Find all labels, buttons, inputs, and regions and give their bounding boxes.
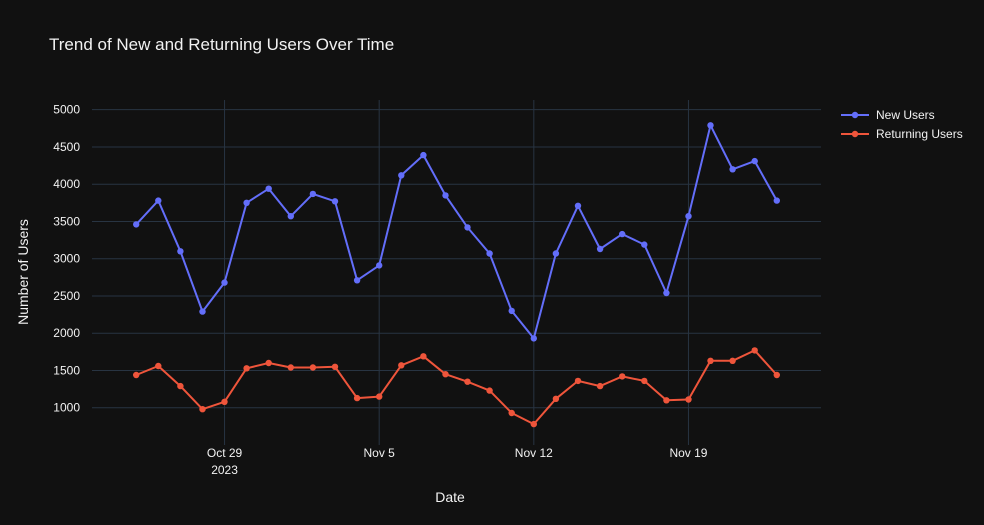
legend-item[interactable]: New Users: [841, 108, 935, 122]
series-layer: [133, 122, 780, 428]
legend-marker: [851, 130, 859, 138]
data-point: [177, 382, 184, 390]
data-point: [331, 198, 339, 205]
y-tick-label: 3500: [53, 214, 80, 228]
data-point: [243, 199, 250, 206]
data-point: [707, 122, 714, 129]
data-point: [596, 245, 604, 253]
data-point: [243, 365, 250, 372]
legend-label: New Users: [876, 108, 935, 122]
series-returning-users: [133, 347, 780, 428]
data-point: [309, 364, 317, 371]
data-point: [331, 363, 339, 370]
data-point: [221, 398, 228, 405]
data-point: [729, 166, 736, 173]
y-tick-label: 4500: [53, 140, 80, 154]
data-point: [376, 262, 383, 269]
y-tick-label: 1500: [53, 363, 80, 377]
data-point: [619, 230, 626, 238]
x-tick-label: Oct 29: [207, 446, 243, 460]
data-point: [376, 393, 383, 400]
data-point: [133, 221, 140, 228]
data-point: [420, 151, 427, 159]
data-point: [133, 371, 140, 379]
data-point: [265, 185, 272, 192]
data-point: [287, 213, 294, 220]
data-point: [486, 387, 493, 394]
series-new-users: [133, 122, 780, 342]
data-point: [663, 397, 670, 404]
data-point: [464, 378, 471, 385]
y-tick-label: 2500: [53, 289, 80, 303]
data-point: [177, 248, 184, 255]
y-tick-label: 5000: [53, 103, 80, 117]
data-point: [574, 377, 582, 385]
data-point: [398, 362, 405, 369]
grid: [92, 100, 821, 445]
data-point: [552, 395, 560, 402]
data-point: [641, 377, 648, 385]
data-point: [442, 192, 449, 199]
data-point: [619, 373, 626, 380]
series-line: [135, 349, 778, 426]
data-point: [751, 347, 758, 354]
data-point: [155, 197, 162, 204]
data-point: [508, 409, 515, 417]
data-point: [552, 250, 560, 257]
data-point: [685, 213, 692, 220]
data-point: [773, 371, 780, 379]
data-point: [420, 353, 427, 360]
data-point: [199, 308, 206, 315]
y-tick-label: 2000: [53, 326, 80, 340]
data-point: [486, 250, 493, 257]
data-point: [641, 241, 648, 248]
data-point: [309, 190, 317, 198]
data-point: [442, 371, 449, 378]
data-point: [155, 362, 162, 370]
data-point: [729, 357, 736, 364]
data-point: [265, 359, 272, 367]
data-point: [773, 197, 780, 204]
y-tick-label: 4000: [53, 177, 80, 191]
y-tick-label: 3000: [53, 252, 80, 266]
data-point: [287, 364, 294, 371]
data-point: [663, 289, 670, 297]
data-point: [199, 406, 206, 413]
data-point: [508, 307, 515, 315]
x-tick-label: Nov 12: [515, 446, 553, 460]
legend-item[interactable]: Returning Users: [841, 127, 963, 141]
legend[interactable]: New Users Returning Users: [841, 108, 963, 141]
x-tick-sublabel: 2023: [211, 463, 238, 477]
x-axis-title: Date: [435, 489, 465, 505]
data-point: [596, 382, 604, 390]
data-point: [221, 279, 228, 286]
data-point: [707, 357, 714, 364]
x-tick-label: Nov 19: [669, 446, 707, 460]
legend-label: Returning Users: [876, 127, 963, 141]
data-point: [574, 202, 582, 209]
y-tick-label: 1000: [53, 401, 80, 415]
data-point: [353, 277, 361, 284]
data-point: [398, 172, 405, 179]
x-tick-label: Nov 5: [364, 446, 396, 460]
chart-title: Trend of New and Returning Users Over Ti…: [49, 35, 394, 54]
data-point: [530, 420, 537, 428]
data-point: [353, 394, 361, 402]
series-line: [135, 124, 778, 340]
legend-marker: [851, 111, 859, 119]
data-point: [530, 335, 537, 342]
data-point: [751, 157, 758, 165]
axis-ticks: 1000 1500 2000 2500 3000 3500 4000 4500 5000 Oct …: [53, 103, 707, 477]
y-axis-title: Number of Users: [15, 219, 31, 325]
data-point: [464, 224, 471, 231]
data-point: [685, 396, 692, 403]
